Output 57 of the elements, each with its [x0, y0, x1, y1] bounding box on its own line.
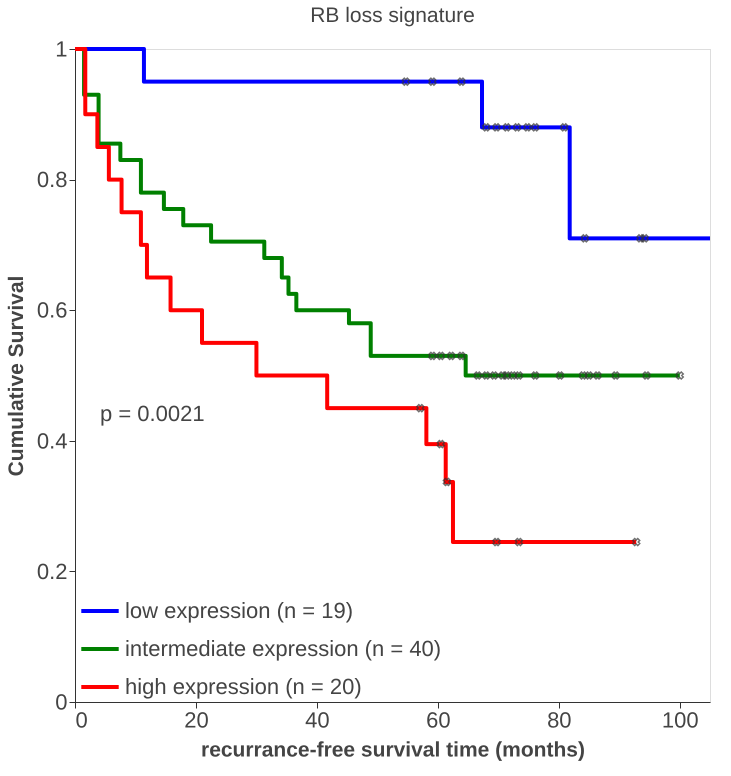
legend-label: high expression (n = 20): [125, 674, 362, 699]
point: [514, 371, 524, 380]
x-tick-label: 60: [426, 708, 451, 732]
point: [446, 352, 456, 360]
point: [676, 371, 684, 380]
x-tick-label: 100: [662, 708, 699, 732]
legend-label: intermediate expression (n = 40): [125, 636, 442, 661]
point: [502, 371, 512, 380]
point: [556, 371, 564, 380]
x-tick-label: 40: [305, 708, 330, 732]
point: [508, 371, 518, 380]
point: [578, 371, 588, 380]
chart-title: RB loss signature: [310, 4, 475, 27]
y-tick-label: 0.4: [36, 428, 68, 454]
point: [457, 352, 466, 360]
point: [498, 371, 507, 380]
point: [512, 123, 522, 132]
y-tick-label: 0.8: [36, 167, 68, 192]
point: [580, 234, 590, 243]
point: [457, 77, 466, 86]
y-axis-title: Cumulative Survival: [4, 276, 28, 476]
x-axis-title: recurrance-free survival time (months): [201, 738, 585, 762]
point: [482, 123, 490, 132]
point: [611, 371, 620, 380]
point: [593, 371, 602, 380]
point: [560, 123, 569, 132]
x-tick-label: 80: [547, 708, 572, 732]
point: [492, 123, 501, 132]
x-tick-label: 20: [184, 708, 209, 732]
point: [523, 123, 532, 132]
y-tick-label: 1: [55, 36, 68, 62]
legend-label: low expression (n = 19): [125, 598, 354, 623]
point: [632, 538, 640, 546]
point: [428, 352, 437, 360]
point: [474, 371, 482, 380]
point: [416, 404, 425, 412]
point: [492, 538, 501, 546]
point: [530, 371, 540, 380]
point: [442, 478, 452, 486]
y-tick-label: 0: [55, 690, 68, 714]
point: [584, 371, 594, 380]
point: [402, 77, 410, 86]
point: [436, 440, 446, 448]
annotation: p = 0.0021: [100, 401, 205, 426]
y-tick-label: 0.6: [36, 298, 68, 323]
point: [514, 538, 524, 546]
point: [530, 123, 540, 132]
y-tick-label: 0.2: [36, 558, 68, 584]
point: [436, 352, 446, 360]
point: [642, 371, 651, 380]
point: [482, 371, 490, 380]
x-tick-label: 0: [76, 708, 88, 732]
point: [490, 371, 498, 380]
point: [502, 123, 512, 132]
point: [428, 77, 437, 86]
point: [636, 234, 645, 243]
point: [640, 234, 649, 243]
